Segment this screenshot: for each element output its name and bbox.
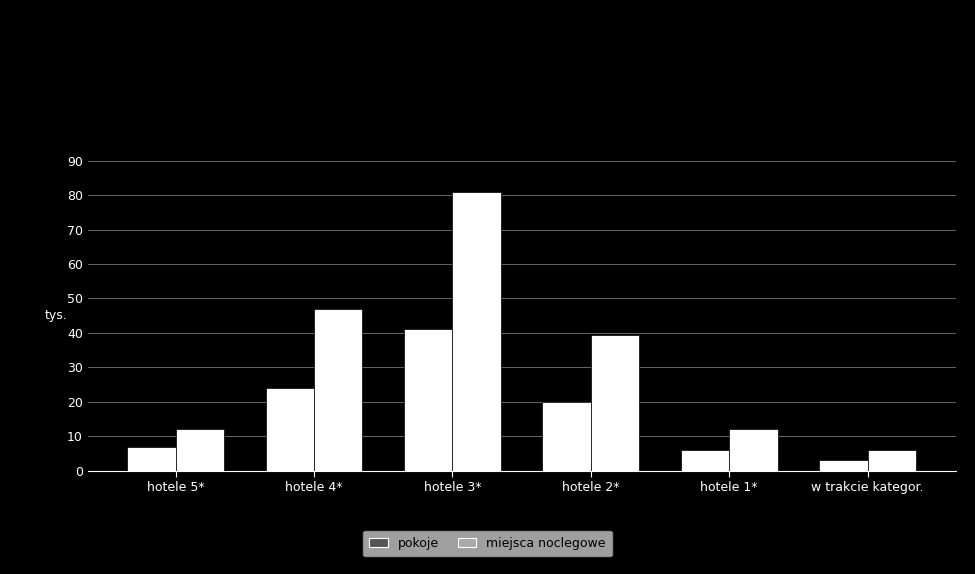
Bar — [176, 429, 224, 471]
Y-axis label: tys.: tys. — [45, 309, 67, 322]
Bar — [591, 335, 640, 471]
Legend: pokoje, miejsca noclegowe: pokoje, miejsca noclegowe — [363, 531, 612, 556]
Bar — [127, 447, 176, 471]
Bar — [314, 309, 363, 471]
Bar — [452, 192, 501, 471]
Bar — [681, 450, 729, 471]
Bar — [819, 460, 868, 471]
Bar — [404, 329, 452, 471]
Bar — [265, 388, 314, 471]
Bar — [729, 429, 778, 471]
Bar — [542, 402, 591, 471]
Bar — [868, 450, 916, 471]
